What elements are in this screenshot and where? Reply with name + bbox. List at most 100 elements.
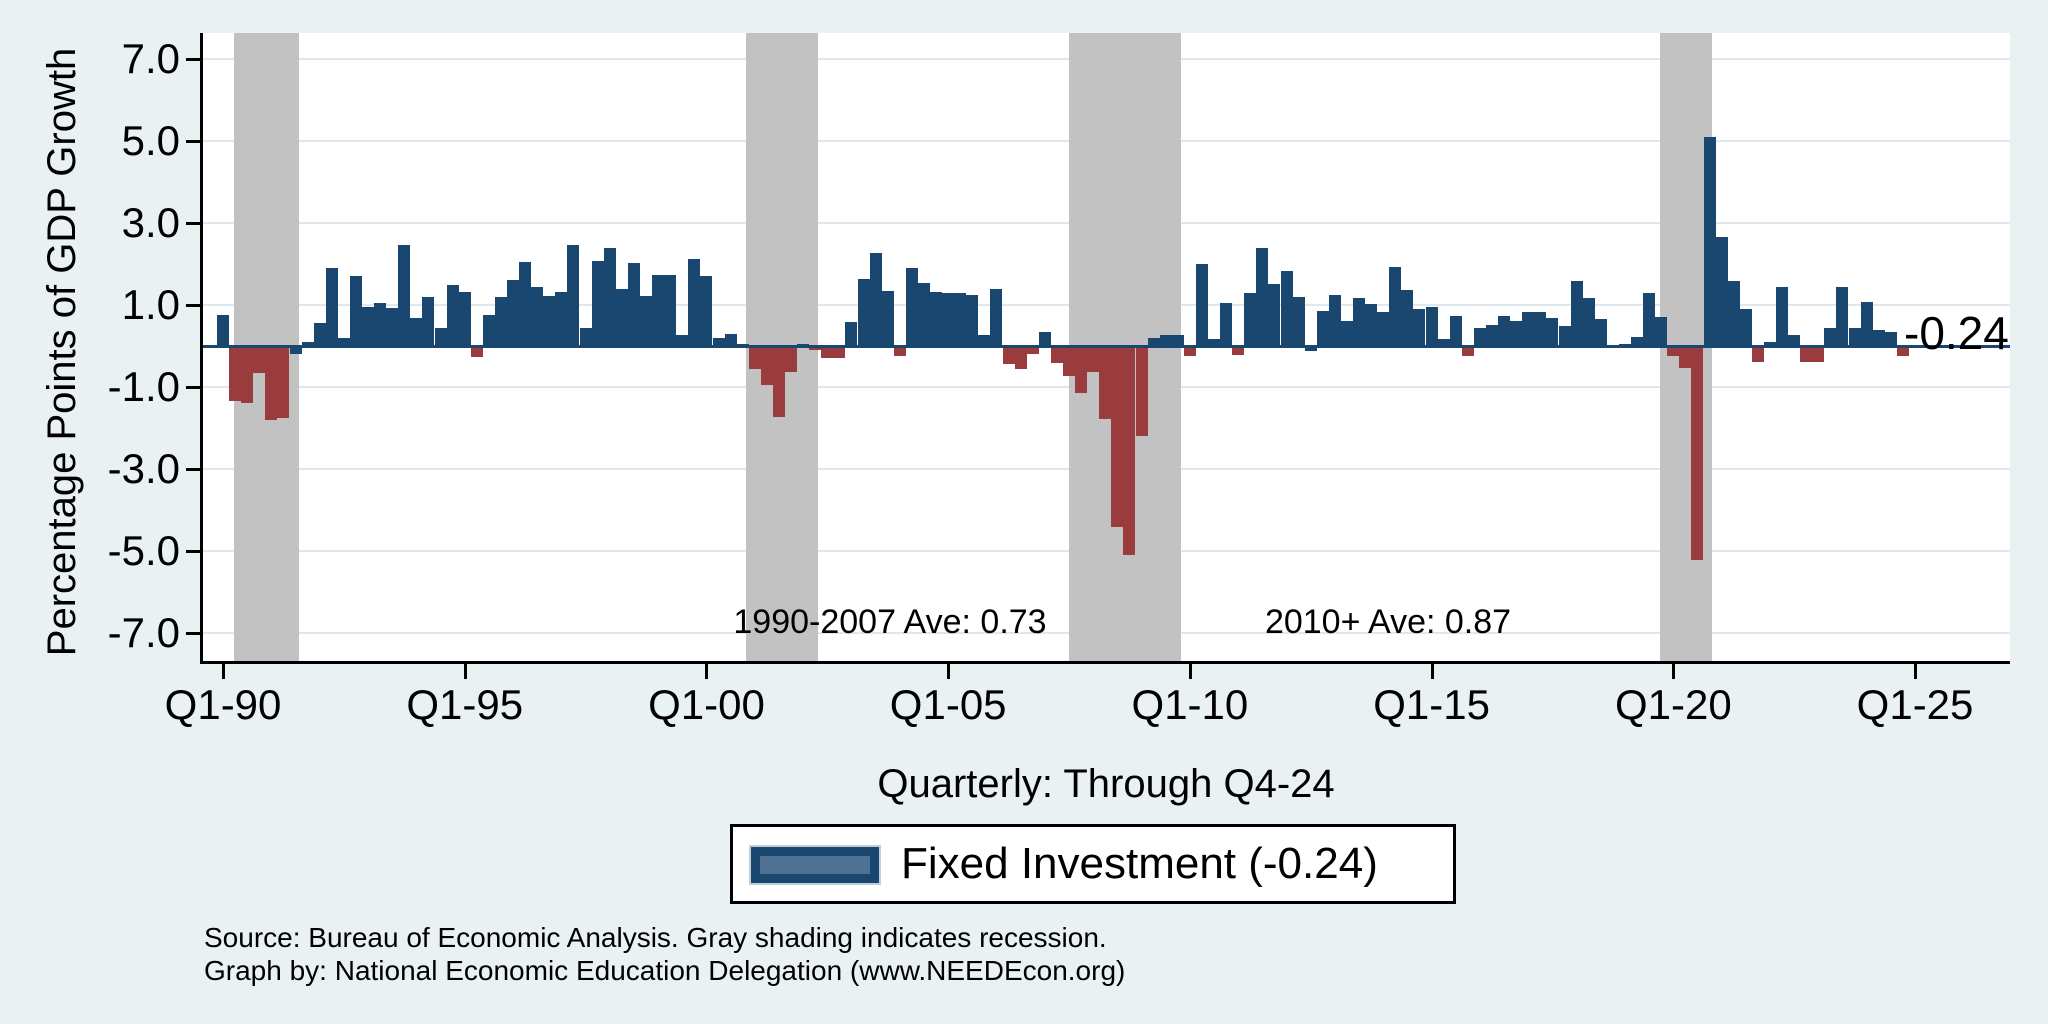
bar-Q2-21 <box>1727 280 1740 346</box>
bar-Q1-17 <box>1522 311 1535 346</box>
bar-Q1-95 <box>458 291 471 346</box>
x-tick-Q1-95 <box>463 664 467 679</box>
bar-Q3-97 <box>579 327 592 346</box>
bar-Q3-98 <box>627 263 640 346</box>
bar-Q1-04 <box>893 346 906 357</box>
x-tick-label-Q1-10: Q1-10 <box>1131 681 1249 728</box>
x-tick-label-Q1-20: Q1-20 <box>1614 681 1732 728</box>
legend: Fixed Investment (-0.24) <box>730 824 1456 904</box>
legend-swatch <box>751 847 879 883</box>
y-tick-label--3.0: -3.0 <box>107 445 180 493</box>
bar-Q3-21 <box>1739 309 1752 346</box>
bar-Q1-05 <box>942 293 955 346</box>
bar-Q1-92 <box>313 322 326 346</box>
bar-Q2-92 <box>325 268 338 346</box>
bar-Q1-23 <box>1812 346 1825 362</box>
y-tick-7.0 <box>186 57 202 61</box>
zero-baseline <box>202 345 2010 348</box>
x-tick-Q1-25 <box>1914 664 1918 679</box>
bar-Q4-98 <box>639 296 652 346</box>
x-tick-Q1-05 <box>947 664 951 679</box>
bar-Q2-01 <box>760 346 773 385</box>
bar-Q2-20 <box>1679 346 1692 369</box>
bar-Q4-97 <box>591 260 604 346</box>
bar-Q3-17 <box>1546 318 1559 346</box>
bar-Q1-18 <box>1570 280 1583 346</box>
bar-Q2-19 <box>1631 337 1644 346</box>
annotation-ave-1990-2007: 1990-2007 Ave: 0.73 <box>733 603 1047 641</box>
y-tick--1.0 <box>186 386 202 390</box>
bar-Q1-97 <box>555 291 568 346</box>
legend-label: Fixed Investment (-0.24) <box>901 839 1378 888</box>
x-tick-Q1-15 <box>1430 664 1434 679</box>
bar-Q3-00 <box>724 334 737 346</box>
source-line: Source: Bureau of Economic Analysis. Gra… <box>204 922 1107 953</box>
bar-Q2-96 <box>519 261 532 346</box>
bar-Q4-24 <box>1896 346 1909 356</box>
bar-Q4-02 <box>833 346 846 359</box>
bar-Q1-94 <box>410 318 423 346</box>
bar-Q4-03 <box>881 290 894 346</box>
bar-Q2-95 <box>470 346 483 357</box>
bar-Q3-05 <box>966 295 979 346</box>
y-tick-5.0 <box>186 139 202 143</box>
y-tick--7.0 <box>186 632 202 636</box>
bar-Q4-21 <box>1751 346 1764 363</box>
bar-Q2-17 <box>1534 312 1547 346</box>
bar-Q3-91 <box>289 346 302 355</box>
bar-Q3-18 <box>1594 318 1607 346</box>
bar-Q4-91 <box>301 341 314 346</box>
bar-Q2-06 <box>1002 346 1015 365</box>
bar-Q4-99 <box>688 258 701 346</box>
bar-Q1-90 <box>217 315 229 346</box>
bar-Q2-03 <box>857 279 870 346</box>
bar-Q1-11 <box>1232 346 1245 356</box>
bar-Q2-22 <box>1776 287 1789 346</box>
bar-Q4-19 <box>1655 317 1668 346</box>
bar-Q3-94 <box>434 328 447 346</box>
bar-Q3-95 <box>482 315 495 346</box>
bar-Q1-16 <box>1473 327 1486 346</box>
bar-Q3-01 <box>772 346 785 418</box>
bar-Q3-24 <box>1884 331 1897 346</box>
bar-Q3-04 <box>917 283 930 346</box>
bar-Q3-10 <box>1208 339 1221 346</box>
bar-Q3-93 <box>386 308 399 346</box>
bar-Q4-22 <box>1800 346 1813 362</box>
bar-Q4-13 <box>1365 304 1378 346</box>
x-tick-Q1-90 <box>222 664 226 679</box>
bar-Q3-16 <box>1498 316 1511 346</box>
bar-Q3-03 <box>869 253 882 346</box>
bar-Q1-08 <box>1087 346 1100 372</box>
bar-Q4-07 <box>1075 346 1088 394</box>
bar-Q2-90 <box>229 346 242 402</box>
bar-Q4-93 <box>398 244 411 346</box>
bar-Q2-11 <box>1244 293 1257 346</box>
x-tick-label-Q1-95: Q1-95 <box>406 681 524 728</box>
bar-Q4-00 <box>736 343 749 346</box>
x-axis-line <box>200 661 2010 664</box>
y-tick-1.0 <box>186 303 202 307</box>
bar-Q1-00 <box>700 276 713 346</box>
bar-Q3-92 <box>337 337 350 346</box>
bar-Q2-07 <box>1050 346 1063 363</box>
y-tick-label--7.0: -7.0 <box>107 609 180 657</box>
bar-Q1-02 <box>797 343 810 346</box>
bar-Q2-09 <box>1147 338 1160 346</box>
bar-Q1-96 <box>507 279 520 346</box>
bar-Q3-23 <box>1836 287 1849 346</box>
bar-Q1-14 <box>1377 312 1390 346</box>
bar-Q3-19 <box>1643 293 1656 346</box>
bar-Q3-22 <box>1788 334 1801 346</box>
bar-Q1-19 <box>1618 343 1631 346</box>
bar-Q4-92 <box>349 276 362 346</box>
bar-Q4-16 <box>1510 320 1523 346</box>
bar-Q2-91 <box>277 346 290 418</box>
bar-Q1-10 <box>1183 346 1196 356</box>
bar-Q3-96 <box>531 287 544 346</box>
y-tick-label-7.0: 7.0 <box>121 34 180 82</box>
bar-Q3-06 <box>1014 346 1027 369</box>
y-tick-label-5.0: 5.0 <box>121 116 180 164</box>
bar-Q1-09 <box>1135 346 1148 437</box>
bar-Q2-08 <box>1099 346 1112 420</box>
